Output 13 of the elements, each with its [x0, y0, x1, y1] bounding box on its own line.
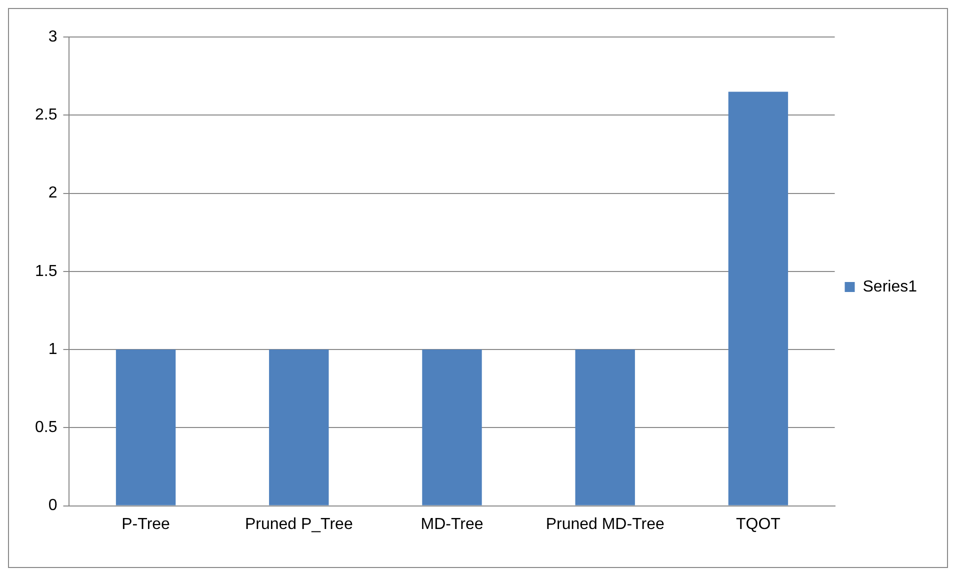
legend-label: Series1	[862, 278, 918, 296]
x-tick-label: Pruned P_Tree	[244, 516, 353, 533]
y-tick-label: 2.5	[34, 106, 58, 124]
x-tick-label: P-Tree	[122, 516, 170, 533]
y-tick-label: 0.5	[34, 419, 58, 436]
x-tick-label: MD-Tree	[420, 516, 484, 533]
y-tick-label: 0	[48, 497, 58, 514]
y-tick-label: 1.5	[34, 262, 58, 280]
x-tick-label: Pruned MD-Tree	[546, 516, 664, 533]
x-tick-label: TQOT	[736, 516, 781, 533]
y-tick-label: 1	[48, 340, 58, 358]
y-tick-label: 3	[48, 28, 58, 46]
y-tick-label: 2	[48, 184, 58, 202]
